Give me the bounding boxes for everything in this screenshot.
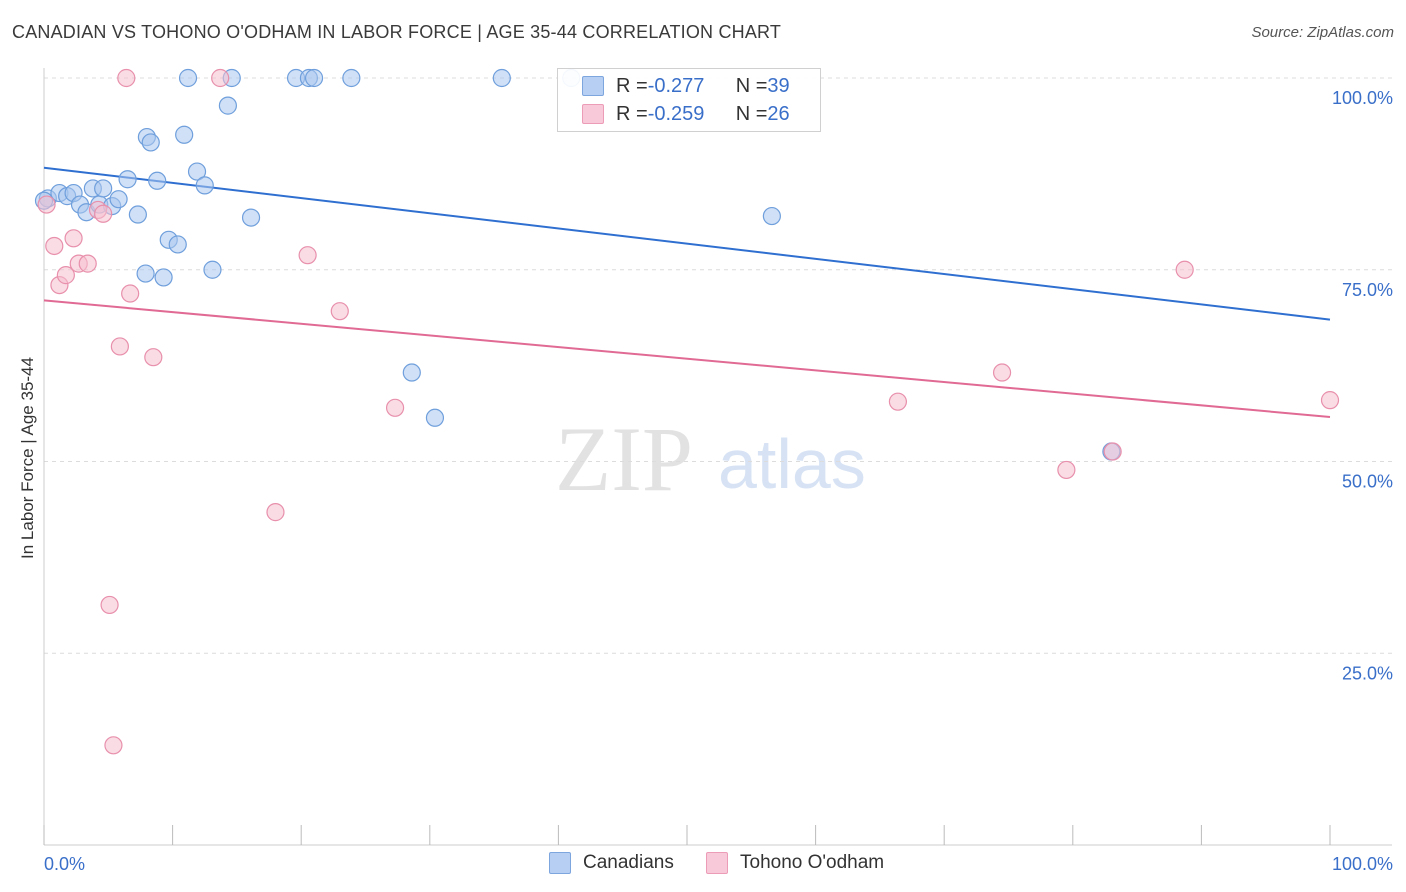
stats-legend: R = -0.277 N = 39 R = -0.259 N = 26 — [557, 68, 821, 132]
data-point-tohono — [330, 302, 349, 321]
data-point-tohono — [104, 736, 123, 755]
data-point-tohono — [45, 236, 64, 256]
x-tick-label: 0.0% — [44, 854, 85, 874]
data-point-canadians — [342, 68, 361, 88]
data-point-tohono — [266, 503, 285, 522]
data-point-tohono — [211, 68, 230, 88]
data-point-tohono — [117, 68, 136, 88]
data-point-tohono — [100, 595, 119, 615]
data-point-tohono — [1103, 442, 1122, 461]
data-point-tohono — [64, 229, 83, 248]
legend-n-label: N = — [735, 74, 768, 97]
y-tick-label: 50.0% — [1342, 472, 1393, 492]
legend-swatch-pink — [706, 852, 728, 874]
data-point-tohono — [121, 284, 140, 303]
trend-line-canadians — [43, 166, 1331, 321]
watermark-zip: ZIP — [555, 408, 693, 510]
legend-item-canadians[interactable]: Canadians — [549, 852, 674, 874]
data-point-canadians — [425, 408, 445, 427]
data-point-canadians — [148, 171, 167, 190]
legend-r-value: -0.277 — [647, 74, 705, 97]
data-point-canadians — [136, 264, 155, 283]
source-label: Source: ZipAtlas.com — [1251, 24, 1394, 41]
data-point-canadians — [218, 96, 237, 115]
data-point-canadians — [141, 133, 160, 152]
series-legend: Canadians Tohono O'odham — [0, 852, 1406, 878]
legend-label-canadians: Canadians — [583, 852, 674, 873]
legend-label-tohono: Tohono O'odham — [740, 852, 885, 873]
data-point-tohono — [94, 204, 113, 223]
trend-line-tohono — [43, 299, 1331, 419]
data-point-canadians — [94, 179, 113, 198]
data-point-canadians — [128, 205, 147, 224]
data-point-tohono — [385, 398, 405, 417]
data-point-canadians — [109, 190, 128, 209]
data-point-canadians — [154, 268, 173, 287]
y-tick-label: 25.0% — [1342, 663, 1393, 683]
data-point-tohono — [110, 337, 129, 356]
data-point-canadians — [402, 363, 421, 382]
data-point-canadians — [195, 176, 214, 195]
data-point-canadians — [118, 170, 137, 189]
legend-swatch-pink — [582, 104, 604, 124]
data-point-tohono — [56, 266, 75, 285]
data-point-canadians — [178, 68, 198, 88]
y-tick-label: 100.0% — [1332, 88, 1393, 108]
legend-swatch-blue — [582, 76, 604, 96]
legend-r-label: R = — [616, 74, 648, 97]
legend-n-value: 26 — [767, 102, 790, 125]
x-tick-label: 100.0% — [1332, 854, 1393, 874]
data-point-tohono — [1320, 391, 1340, 410]
watermark-atlas: atlas — [718, 425, 866, 503]
legend-swatch-blue — [549, 852, 571, 874]
data-point-canadians — [304, 68, 324, 88]
legend-r-value: -0.259 — [647, 102, 705, 125]
legend-n-label: N = — [735, 102, 768, 125]
chart-title: CANADIAN VS TOHONO O'ODHAM IN LABOR FORC… — [12, 22, 782, 42]
data-point-canadians — [762, 206, 781, 226]
data-point-canadians — [168, 235, 187, 254]
y-tick-label: 75.0% — [1342, 280, 1393, 300]
legend-r-label: R = — [616, 102, 648, 125]
data-point-canadians — [175, 125, 194, 144]
data-point-tohono — [992, 363, 1012, 382]
data-point-canadians — [241, 208, 261, 227]
data-point-tohono — [298, 246, 317, 265]
data-point-tohono — [144, 348, 163, 367]
data-point-canadians — [492, 68, 511, 88]
legend-n-value: 39 — [767, 74, 790, 97]
data-point-canadians — [203, 260, 222, 279]
data-point-tohono — [1175, 260, 1194, 279]
data-point-tohono — [78, 254, 97, 273]
data-point-canadians — [187, 162, 207, 181]
data-point-tohono — [1057, 460, 1076, 480]
legend-item-tohono[interactable]: Tohono O'odham — [706, 852, 884, 874]
data-point-tohono — [37, 195, 56, 214]
legend-row-tohono: R = -0.259 N = 26 — [582, 101, 790, 127]
data-point-tohono — [888, 392, 908, 411]
legend-row-canadians: R = -0.277 N = 39 — [582, 73, 790, 99]
